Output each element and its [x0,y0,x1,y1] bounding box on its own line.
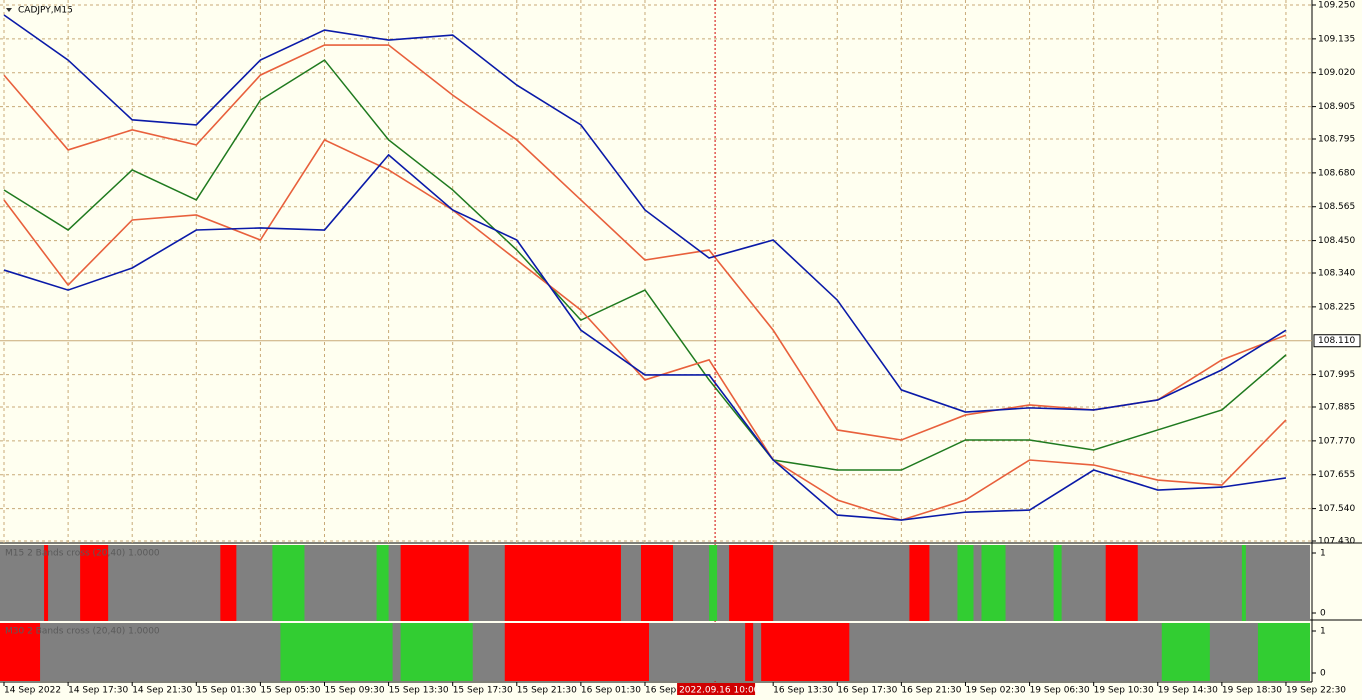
x-tick-label: 19 Sep 22:30 [1286,686,1346,696]
x-tick-label: 19 Sep 10:30 [1094,686,1154,696]
x-tick-label: 14 Sep 2022 [4,686,61,696]
indicator-segment [1053,545,1062,621]
indicator-segment [981,545,1006,621]
y-tick-label: 108.565 [1318,202,1355,212]
x-tick-label: 19 Sep 18:30 [1222,686,1282,696]
x-tick-label: 15 Sep 17:30 [453,686,513,696]
indicator-segment [957,545,974,621]
band-line [3,44,1287,441]
band-line [3,138,1287,521]
y-tick-label: 0 [1320,669,1326,679]
indicator-segment [1257,623,1310,681]
indicator-segment [80,545,109,621]
indicator-segment [709,545,718,621]
x-tick-label: 19 Sep 02:30 [965,686,1025,696]
current-price-box [1313,334,1361,348]
y-tick-label: 1 [1320,627,1326,637]
indicator-segment [504,545,621,621]
y-tick-label: 109.250 [1318,1,1355,11]
band-line [3,153,1287,521]
indicator-segment [504,623,649,681]
band-line [3,14,1287,413]
y-tick-label: 107.655 [1318,470,1355,480]
x-tick-label: 14 Sep 17:30 [68,686,128,696]
menu-arrow[interactable] [6,8,12,12]
y-tick-label: 108.680 [1318,168,1355,178]
indicator-segment [0,623,41,681]
indicator-segment [400,623,473,681]
indicator-segment [640,545,674,621]
y-tick-label: 108.795 [1318,135,1355,145]
indicator-segment [761,623,850,681]
indicator-segment [400,545,469,621]
y-tick-label: 108.225 [1318,302,1355,312]
indicator-segment [280,623,393,681]
y-tick-label: 107.770 [1318,436,1355,446]
y-tick-label: 108.905 [1318,102,1355,112]
x-tick-label: 16 Sep 21:30 [901,686,961,696]
crosshair-label: 2022.09.16 10:00 [679,686,760,696]
indicator-title: M30 2 Bands cross (20,40) 1.0000 [5,627,160,637]
x-tick-label: 15 Sep 01:30 [196,686,256,696]
y-tick-label: 108.450 [1318,236,1355,246]
x-tick-label: 15 Sep 09:30 [324,686,384,696]
crosshair-label-box [677,683,756,695]
y-tick-label: 0 [1320,609,1326,619]
indicator-segment [1241,545,1246,621]
current-price-label: 108.110 [1318,336,1355,346]
indicator-segment [1161,623,1210,681]
y-tick-label: 107.540 [1318,504,1355,514]
indicator-background [0,623,1310,681]
x-tick-label: 15 Sep 05:30 [260,686,320,696]
x-tick-label: 15 Sep 21:30 [517,686,577,696]
x-tick-label: 16 Sep 17:30 [837,686,897,696]
y-tick-label: 107.995 [1318,370,1355,380]
x-tick-label: 19 Sep 14:30 [1158,686,1218,696]
x-tick-label: 14 Sep 21:30 [132,686,192,696]
y-tick-label: 108.340 [1318,269,1355,279]
indicator-segment [220,545,237,621]
x-tick-label: 16 Sep [645,686,677,696]
indicator-segment [909,545,930,621]
x-tick-label: 16 Sep 01:30 [581,686,641,696]
y-tick-label: 109.020 [1318,68,1355,78]
indicator-segment [1105,545,1138,621]
indicator-segment [729,545,774,621]
x-tick-label: 19 Sep 06:30 [1030,686,1090,696]
chart-title: CADJPY,M15 [18,6,73,16]
y-tick-label: 1 [1320,549,1326,559]
y-tick-label: 109.135 [1318,34,1355,44]
indicator-segment [44,545,49,621]
indicator-segment [376,545,389,621]
indicator-segment [272,545,305,621]
x-tick-label: 15 Sep 13:30 [389,686,449,696]
price-line [3,59,1287,471]
y-tick-label: 107.430 [1318,537,1355,547]
x-tick-label: 16 Sep 13:30 [773,686,833,696]
indicator-title: M15 2 Bands cross (20,40) 1.0000 [5,549,160,559]
indicator-segment [745,623,754,681]
y-tick-label: 107.885 [1318,403,1355,413]
